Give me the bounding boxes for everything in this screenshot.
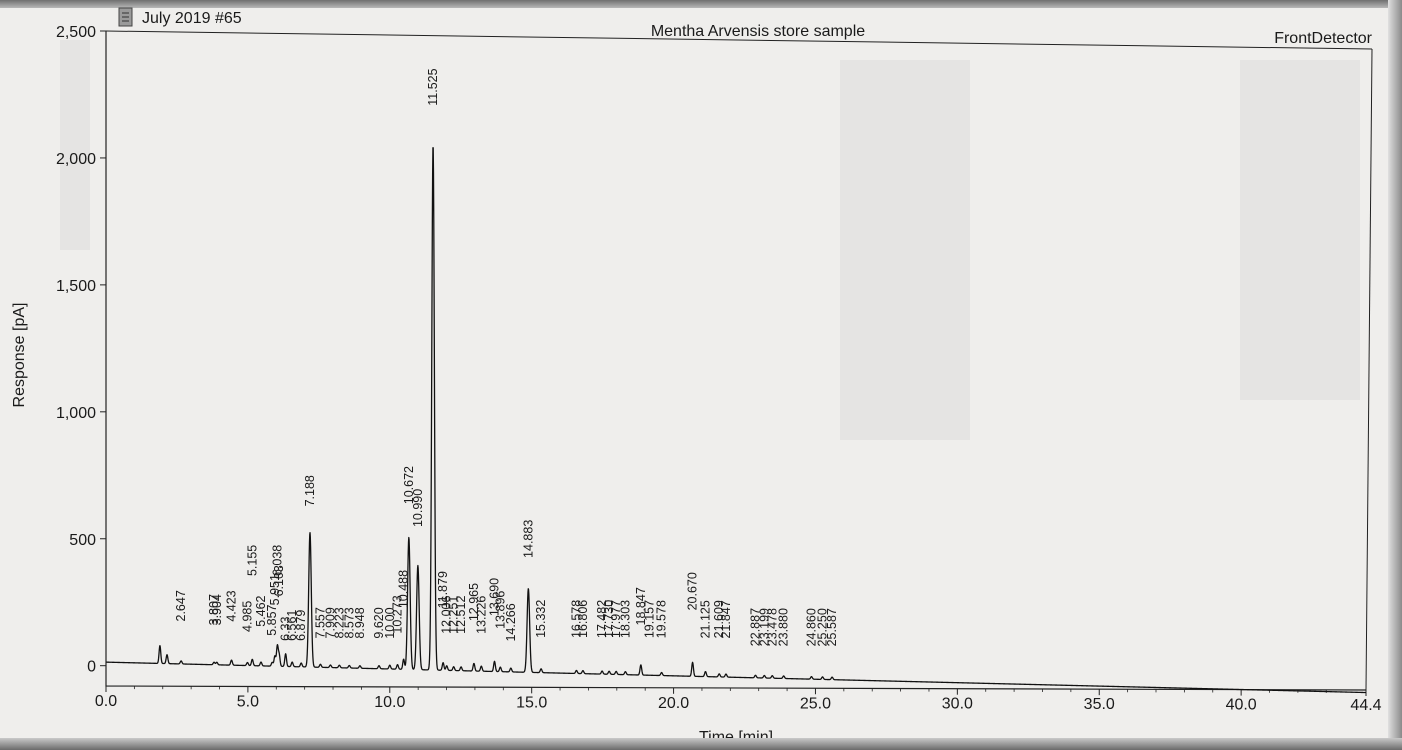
- peak-label: 8.223: [332, 607, 346, 638]
- paper-edge-top: [0, 0, 1402, 8]
- peak-label: 6.33: [279, 616, 293, 640]
- x-tick-label: 44.4: [1350, 697, 1381, 714]
- peak-label: 10.672: [402, 466, 416, 504]
- x-tick-label: 20.0: [658, 695, 689, 712]
- peak-label: 19.578: [655, 600, 669, 638]
- peak-label: 2.647: [174, 590, 188, 621]
- peak-label: 3.904: [210, 594, 224, 625]
- x-tick-label: 15.0: [516, 694, 547, 711]
- paper-edge-bottom: [0, 738, 1402, 750]
- chart-title: Mentha Arvensis store sample: [651, 23, 865, 40]
- peak-label: 23.880: [777, 608, 791, 646]
- y-tick-label: 500: [69, 532, 96, 549]
- y-tick-label: 2,500: [56, 24, 96, 41]
- peak-label: 12.965: [467, 583, 481, 621]
- peak-label: 21.847: [719, 600, 733, 638]
- peak-label: 18.303: [618, 600, 632, 638]
- peak-label: 25.587: [825, 608, 839, 646]
- bleed-through-mark: [1240, 60, 1360, 400]
- y-axis-title: Response [pA]: [11, 303, 28, 408]
- bleed-through-mark: [840, 60, 970, 440]
- peak-label: 5.462: [254, 595, 268, 626]
- peak-label: 14.883: [521, 520, 535, 558]
- peak-label: 12.006: [440, 596, 454, 634]
- peak-label: 6.879: [294, 610, 308, 641]
- y-tick-label: 0: [87, 659, 96, 676]
- peak-label: 6.038: [270, 545, 284, 576]
- paper-edge-right: [1388, 0, 1402, 750]
- peak-label: 16.806: [576, 600, 590, 638]
- peak-label: 4.423: [224, 590, 238, 621]
- plot-frame-right: [1365, 48, 1373, 691]
- peak-label: 12.251: [447, 596, 461, 634]
- peak-label: 17.482: [595, 600, 609, 638]
- peak-label: 13.226: [474, 596, 488, 634]
- peak-label: 8.948: [353, 607, 367, 638]
- peak-label: 5.155: [245, 545, 259, 576]
- y-tick-label: 1,000: [56, 405, 96, 422]
- x-tick-label: 40.0: [1226, 697, 1257, 714]
- peak-label: 5.857: [265, 604, 279, 635]
- series-line: [105, 147, 1367, 694]
- peak-label: 14.266: [504, 603, 518, 641]
- peak-label: 13.690: [488, 578, 502, 616]
- peak-label: 7.909: [323, 607, 337, 638]
- x-tick-label: 10.0: [374, 694, 405, 711]
- peak-label: 7.557: [314, 607, 328, 638]
- peak-label: 20.670: [686, 572, 700, 610]
- peak-label: 23.199: [757, 608, 771, 646]
- y-axis: 0 500 1,000 1,500 2,000 2,500: [56, 24, 106, 676]
- x-tick-label: 25.0: [800, 695, 831, 712]
- peak-label: 21.125: [698, 600, 712, 638]
- peak-label: 10.488: [397, 570, 411, 608]
- peak-label: 15.332: [534, 600, 548, 638]
- peak-label: 10.990: [411, 489, 425, 527]
- peak-label: 21.609: [712, 600, 726, 638]
- document-icon: [118, 7, 133, 27]
- x-axis: 0.0 5.0 10.0 15.0 20.0 25.0 30.0 35.0 40.0 44.4: [95, 686, 1382, 714]
- sequence-name: July 2019 #65: [142, 10, 242, 27]
- peak-label: 5.951: [268, 574, 282, 605]
- peak-label: 3.807: [207, 594, 221, 625]
- peak-label: 17.977: [609, 600, 623, 638]
- y-tick-label: 2,000: [56, 151, 96, 168]
- x-tick-label: 30.0: [942, 696, 973, 713]
- x-tick-label: 5.0: [237, 693, 259, 710]
- peak-label: 11.879: [436, 571, 450, 608]
- peak-label: 10.273: [391, 595, 405, 633]
- peak-label: 7.188: [303, 475, 317, 506]
- x-tick-label: 35.0: [1084, 696, 1115, 713]
- peak-label: 12.512: [454, 596, 468, 634]
- peak-label: 17.730: [602, 600, 616, 638]
- detector-name: FrontDetector: [1274, 30, 1372, 47]
- x-tick-label: 0.0: [95, 693, 117, 710]
- peak-label: 25.250: [816, 608, 830, 646]
- y-tick-label: 1,500: [56, 278, 96, 295]
- peak-label: 16.578: [569, 600, 583, 638]
- peak-label: 6.103: [272, 565, 286, 596]
- peak-label: 10.00: [383, 607, 397, 638]
- peak-label: 22.887: [748, 608, 762, 646]
- peak-label: 19.157: [643, 600, 657, 638]
- chart-header: July 2019 #65 Mentha Arvensis store samp…: [118, 7, 1373, 47]
- peak-label: 23.478: [765, 608, 779, 646]
- plot-frame: [105, 31, 1367, 691]
- peak-label: 18.847: [634, 587, 648, 625]
- peak-label: 8.573: [342, 607, 356, 638]
- peak-label: 13.896: [493, 591, 507, 629]
- bleed-through-mark: [60, 40, 90, 250]
- peak-label: 6.561: [285, 610, 299, 641]
- peak-label: 11.525: [426, 68, 440, 105]
- peak-label: 24.860: [804, 608, 818, 646]
- peak-label: 4.985: [240, 601, 254, 632]
- peak-label: 9.620: [372, 607, 386, 638]
- plot-frame-top: [105, 30, 1373, 50]
